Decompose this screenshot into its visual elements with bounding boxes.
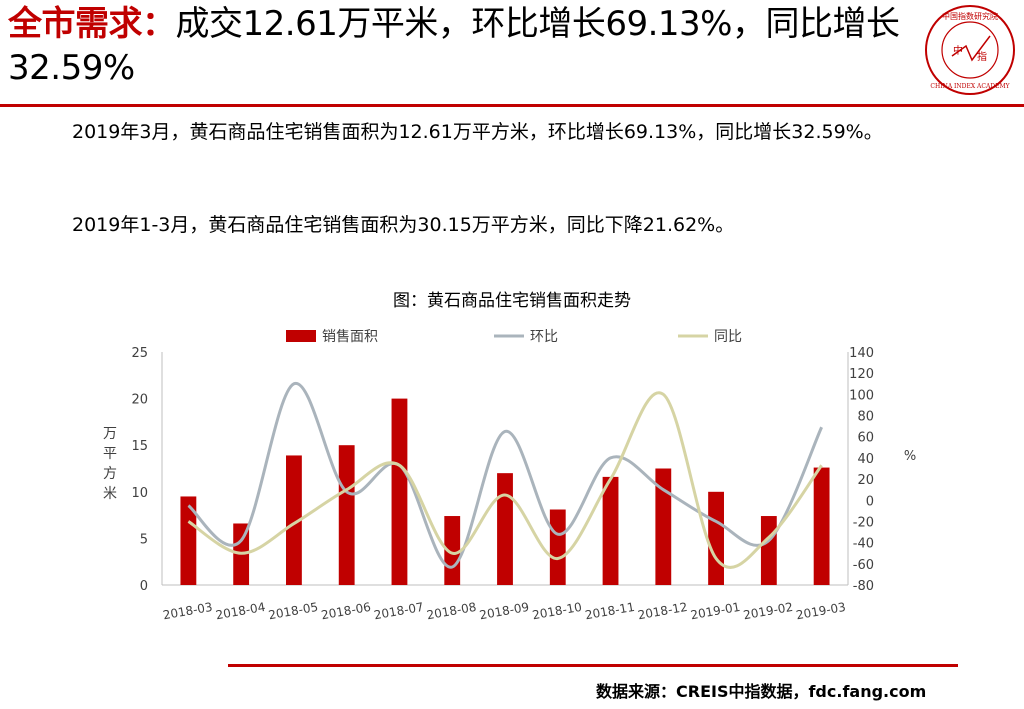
bar-sales-area (180, 496, 197, 585)
x-tick-label: 2018-12 (637, 600, 689, 622)
line-yoy-change (187, 391, 823, 569)
y-left-axis-label: 万 (103, 426, 117, 442)
title-divider (0, 104, 1024, 107)
page-title: 全市需求：成交12.61万平米，环比增长69.13%，同比增长32.59% (8, 2, 920, 90)
x-tick-label: 2019-02 (742, 600, 794, 622)
line-mom-change (187, 382, 823, 569)
legend-swatch-sales-area (286, 330, 316, 342)
y-left-tick-label: 20 (131, 393, 148, 408)
bar-sales-area (286, 455, 302, 585)
y-right-tick-label: -60 (853, 558, 874, 573)
chart-title: 图：黄石商品住宅销售面积走势 (393, 291, 631, 311)
sales-area-chart: 0 5 10 15 20 25 -80 -60 -40 -20 0 20 40 60 80 100 120 140… (103, 329, 916, 622)
legend-label-mom: 环比 (530, 329, 558, 345)
y-right-tick-label: 20 (857, 473, 874, 488)
y-left-axis-label: 方 (103, 466, 117, 482)
y-left-tick-label: 25 (131, 346, 148, 361)
y-right-tick-label: 140 (849, 346, 874, 361)
bar-sales-area (708, 491, 724, 585)
y-right-tick-label: 100 (849, 388, 874, 403)
x-tick-label: 2018-04 (215, 600, 267, 622)
source-divider (228, 664, 958, 667)
x-tick-label: 2018-03 (162, 600, 214, 622)
logo-text-right: 指 (977, 50, 987, 63)
y-left-tick-label: 15 (131, 439, 148, 454)
logo-text-top: 中国指数研究院 (942, 11, 998, 21)
logo-text-left: 中 (953, 44, 963, 57)
y-right-tick-label: -80 (853, 579, 874, 594)
bar-sales-area (813, 467, 830, 585)
y-left-tick-label: 0 (140, 579, 148, 594)
bar-sales-area (760, 516, 777, 585)
logo-text-bottom: CHINA INDEX ACADEMY (930, 83, 1010, 90)
bar-sales-area (602, 476, 619, 585)
y-right-axis-label: % (904, 449, 916, 464)
x-tick-label: 2018-07 (373, 600, 425, 622)
y-left-axis-label: 平 (103, 446, 117, 462)
y-right-tick-label: 40 (857, 452, 874, 467)
x-tick-label: 2019-01 (689, 600, 741, 622)
x-tick-label: 2019-03 (795, 600, 847, 622)
y-left-tick-label: 10 (131, 486, 148, 501)
y-left-tick-label: 5 (140, 532, 148, 547)
legend-label-sales-area: 销售面积 (322, 329, 378, 345)
x-tick-label: 2018-09 (478, 600, 530, 622)
legend-label-yoy: 同比 (714, 329, 742, 345)
y-right-tick-label: 0 (866, 494, 874, 509)
paragraph-quarterly: 2019年1-3月，黄石商品住宅销售面积为30.15万平方米，同比下降21.62… (72, 214, 735, 236)
y-right-tick-label: 80 (857, 410, 874, 425)
x-tick-label: 2018-06 (320, 600, 372, 622)
y-left-axis-label: 米 (103, 486, 117, 502)
y-right-tick-label: 60 (857, 431, 874, 446)
page-title-text: 成交12.61万平米，环比增长69.13%，同比增长32.59% (8, 4, 900, 88)
bar-sales-area (655, 468, 672, 585)
bar-sales-area (391, 398, 408, 585)
y-right-tick-label: 120 (849, 367, 874, 382)
x-tick-label: 2018-08 (426, 600, 478, 622)
bar-sales-area (549, 509, 566, 585)
x-tick-label: 2018-05 (267, 600, 319, 622)
y-right-tick-label: -20 (853, 515, 874, 530)
x-tick-label: 2018-11 (584, 600, 636, 622)
bar-sales-area (338, 445, 355, 585)
bar-sales-area (497, 473, 513, 585)
paragraph-monthly: 2019年3月，黄石商品住宅销售面积为12.61万平方米，环比增长69.13%，… (72, 121, 883, 143)
china-index-academy-logo: 中国指数研究院 中 指 CHINA INDEX ACADEMY (925, 5, 1015, 95)
x-tick-label: 2018-10 (531, 600, 583, 622)
data-source: 数据来源：CREIS中指数据，fdc.fang.com (596, 682, 927, 701)
y-right-tick-label: -40 (853, 537, 874, 552)
page-title-highlight: 全市需求： (8, 4, 176, 44)
